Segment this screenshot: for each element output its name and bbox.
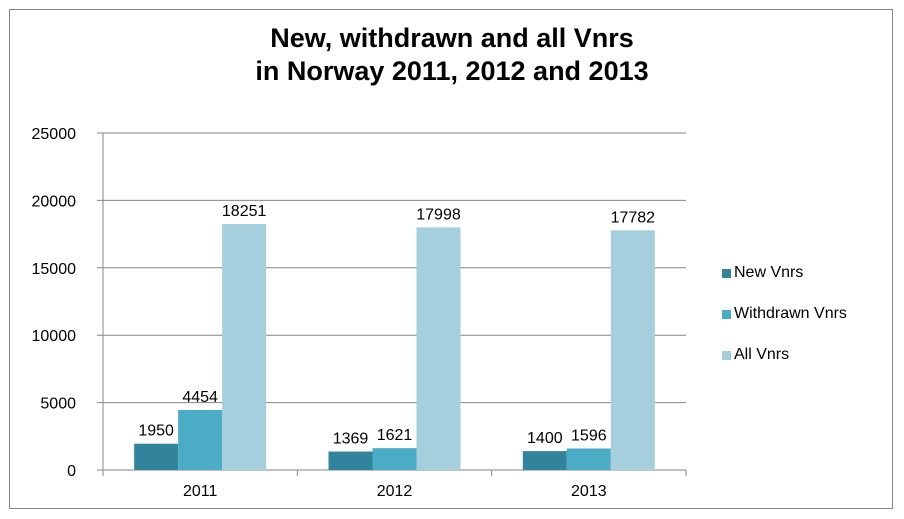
x-tick-label: 2013 xyxy=(571,483,607,500)
x-tick-label: 2011 xyxy=(183,483,218,500)
data-label: 18251 xyxy=(222,203,267,220)
x-tick-label: 2012 xyxy=(377,483,413,500)
chart-title-line-2: in Norway 2011, 2012 and 2013 xyxy=(255,56,649,86)
data-label: 1621 xyxy=(377,427,413,444)
bar xyxy=(178,409,223,470)
data-label: 1400 xyxy=(527,430,563,447)
legend-swatch xyxy=(722,309,731,319)
y-tick-label: 10000 xyxy=(32,328,77,345)
y-tick-label: 25000 xyxy=(32,126,77,143)
legend-swatch xyxy=(722,350,731,360)
data-label: 1369 xyxy=(333,431,369,448)
bar xyxy=(134,443,179,470)
legend-item: Withdrawn Vnrs xyxy=(722,304,847,324)
data-label: 17998 xyxy=(416,206,461,223)
legend-label: New Vnrs xyxy=(734,264,804,281)
legend-item: New Vnrs xyxy=(722,263,847,283)
bar xyxy=(222,223,267,470)
bar xyxy=(610,230,655,470)
bar xyxy=(522,451,567,470)
bar xyxy=(566,448,611,470)
y-tick-label: 5000 xyxy=(40,396,76,413)
chart-legend: New Vnrs Withdrawn Vnrs All Vnrs xyxy=(722,263,847,386)
data-label: 4454 xyxy=(182,389,218,406)
y-tick-label: 20000 xyxy=(32,193,77,210)
y-tick-label: 15000 xyxy=(32,261,77,278)
legend-label: All Vnrs xyxy=(734,346,790,363)
data-label: 17782 xyxy=(611,209,656,226)
legend-swatch xyxy=(722,268,731,278)
data-label: 1950 xyxy=(138,423,174,440)
chart-title: New, withdrawn and all Vnrs in Norway 20… xyxy=(0,22,904,88)
bar xyxy=(372,448,417,470)
y-tick-label: 0 xyxy=(67,463,76,480)
data-label: 1596 xyxy=(571,427,607,444)
legend-item: All Vnrs xyxy=(722,345,847,365)
chart-title-line-1: New, withdrawn and all Vnrs xyxy=(270,23,634,53)
legend-label: Withdrawn Vnrs xyxy=(734,305,847,322)
bar xyxy=(328,451,373,470)
bar xyxy=(416,227,461,470)
